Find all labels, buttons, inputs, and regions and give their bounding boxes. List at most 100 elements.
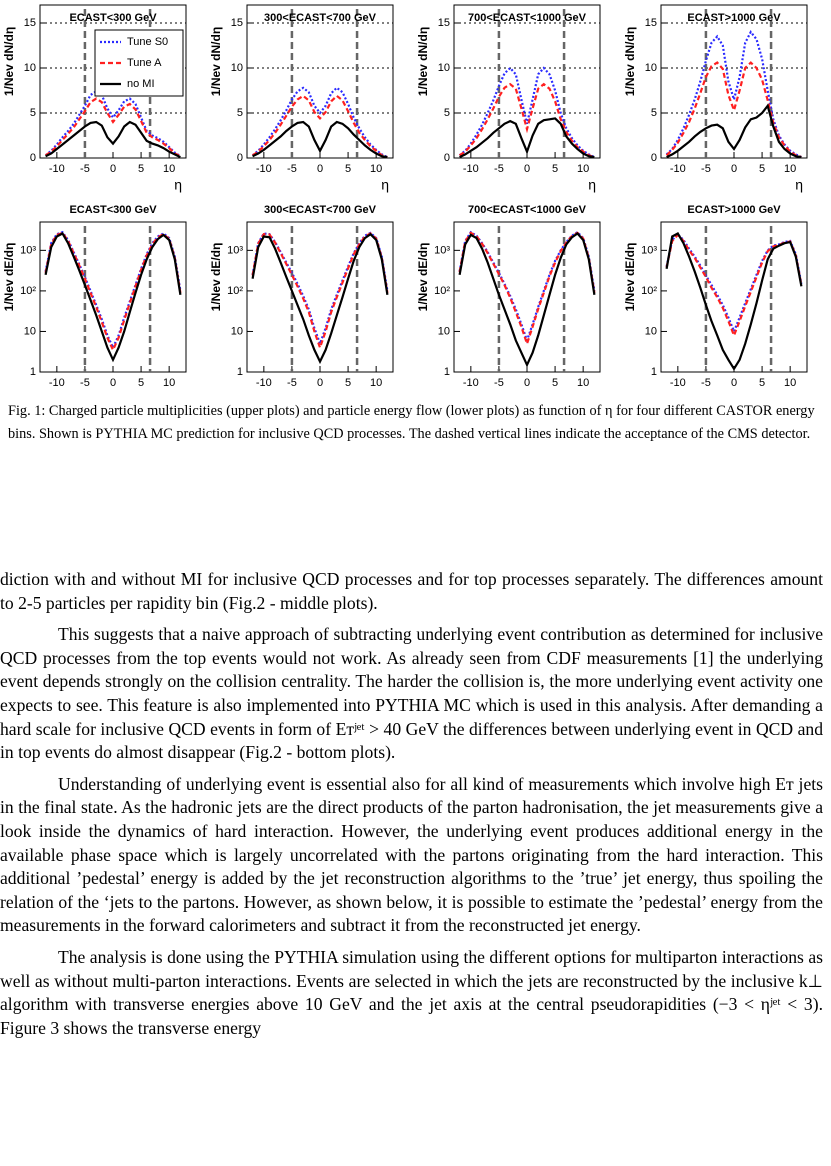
- y-tick-label: 10²: [641, 285, 657, 297]
- x-tick-label: 0: [731, 163, 737, 175]
- chart-title: 300<ECAST<700 GeV: [264, 12, 377, 24]
- y-tick-label: 0: [651, 152, 657, 164]
- x-tick-label: 0: [110, 163, 116, 175]
- x-tick-label: -5: [287, 163, 297, 175]
- x-tick-label: 5: [345, 163, 351, 175]
- x-tick-label: 0: [731, 377, 737, 389]
- y-tick-label: 10: [24, 325, 36, 337]
- y-tick-label: 1: [30, 366, 36, 378]
- y-tick-label: 10³: [20, 244, 36, 256]
- series-line: [665, 29, 802, 159]
- y-tick-label: 0: [30, 152, 36, 164]
- x-tick-label: 0: [110, 377, 116, 389]
- plot-frame: [453, 221, 601, 373]
- y-tick-label: 10²: [20, 285, 36, 297]
- x-tick-label: 0: [524, 163, 530, 175]
- y-tick-label: 1: [651, 366, 657, 378]
- x-tick-label: -5: [701, 163, 711, 175]
- y-axis-label: 1/Nev dN/dη: [2, 27, 16, 96]
- x-tick-label: 5: [138, 377, 144, 389]
- y-tick-label: 10: [645, 325, 657, 337]
- series-line: [666, 103, 802, 159]
- x-tick-label: -10: [463, 377, 479, 389]
- chart-title: ECAST<300 GeV: [69, 12, 157, 24]
- series-line: [251, 232, 389, 365]
- x-tick-label: 5: [552, 163, 558, 175]
- plot-frame: [246, 4, 394, 159]
- series-line: [251, 232, 389, 351]
- series-line: [45, 120, 181, 159]
- y-tick-label: 10: [231, 62, 243, 74]
- y-tick-label: 15: [645, 17, 657, 29]
- y-tick-label: 5: [237, 107, 243, 119]
- y-axis-label: 1/Nev dE/dη: [416, 243, 430, 312]
- chart-title: 700<ECAST<1000 GeV: [468, 204, 587, 216]
- x-tick-label: -10: [49, 377, 65, 389]
- y-tick-label: 1: [444, 366, 450, 378]
- x-axis-label: η: [795, 391, 803, 392]
- y-tick-label: 10²: [434, 285, 450, 297]
- series-line: [44, 230, 182, 351]
- x-axis-label: η: [174, 177, 182, 193]
- x-tick-label: 5: [138, 163, 144, 175]
- x-tick-label: -5: [494, 377, 504, 389]
- series-line: [458, 231, 596, 348]
- x-tick-label: 10: [163, 377, 175, 389]
- x-tick-label: 10: [577, 163, 589, 175]
- y-axis-label: 1/Nev dN/dη: [416, 27, 430, 96]
- x-tick-label: -10: [49, 163, 65, 175]
- series-line: [665, 232, 803, 335]
- chart-title: 300<ECAST<700 GeV: [264, 204, 377, 216]
- y-tick-label: 10³: [434, 244, 450, 256]
- series-line: [45, 97, 181, 158]
- series-line: [665, 61, 802, 159]
- x-tick-label: -10: [256, 377, 272, 389]
- x-tick-label: -5: [287, 377, 297, 389]
- x-tick-label: 10: [784, 163, 796, 175]
- x-tick-label: 0: [524, 377, 530, 389]
- series-line: [458, 230, 596, 344]
- chart-title: 700<ECAST<1000 GeV: [468, 12, 587, 24]
- y-tick-label: 10: [24, 62, 36, 74]
- paragraph: Understanding of underlying event is ess…: [0, 773, 823, 936]
- y-axis-label: 1/Nev dE/dη: [209, 243, 223, 312]
- paragraph: This suggests that a naive approach of s…: [0, 624, 823, 763]
- legend-label: no MI: [127, 78, 155, 90]
- plot-frame: [453, 4, 601, 159]
- series-line: [44, 231, 182, 353]
- legend-label: Tune S0: [127, 36, 168, 48]
- y-tick-label: 15: [24, 17, 36, 29]
- y-tick-label: 15: [231, 17, 243, 29]
- paragraph: The analysis is done using the PYTHIA si…: [0, 946, 823, 1038]
- y-tick-label: 5: [651, 107, 657, 119]
- x-axis-label: η: [381, 391, 389, 392]
- x-tick-label: 0: [317, 163, 323, 175]
- y-tick-label: 5: [30, 107, 36, 119]
- series-line: [458, 66, 595, 159]
- x-tick-label: -10: [670, 377, 686, 389]
- y-tick-label: 5: [444, 107, 450, 119]
- body-text: diction with and without MI for inclusiv…: [0, 568, 823, 1048]
- x-tick-label: -10: [463, 163, 479, 175]
- y-axis-label: 1/Nev dN/dη: [209, 27, 223, 96]
- y-axis-label: 1/Nev dN/dη: [623, 27, 637, 96]
- x-axis-label: η: [588, 391, 596, 392]
- x-tick-label: 10: [370, 377, 382, 389]
- series-line: [44, 232, 182, 363]
- x-axis-label: η: [588, 177, 596, 193]
- x-tick-label: -5: [80, 163, 90, 175]
- chart-title: ECAST<300 GeV: [69, 204, 157, 216]
- x-tick-label: -5: [701, 377, 711, 389]
- series-line: [665, 232, 803, 371]
- x-axis-label: η: [381, 177, 389, 193]
- y-tick-label: 0: [237, 152, 243, 164]
- x-tick-label: 5: [345, 377, 351, 389]
- plot-frame: [39, 221, 187, 373]
- x-tick-label: 10: [163, 163, 175, 175]
- series-line: [459, 82, 595, 159]
- x-tick-label: 5: [552, 377, 558, 389]
- y-tick-label: 1: [237, 366, 243, 378]
- y-tick-label: 10: [438, 62, 450, 74]
- x-tick-label: -10: [256, 163, 272, 175]
